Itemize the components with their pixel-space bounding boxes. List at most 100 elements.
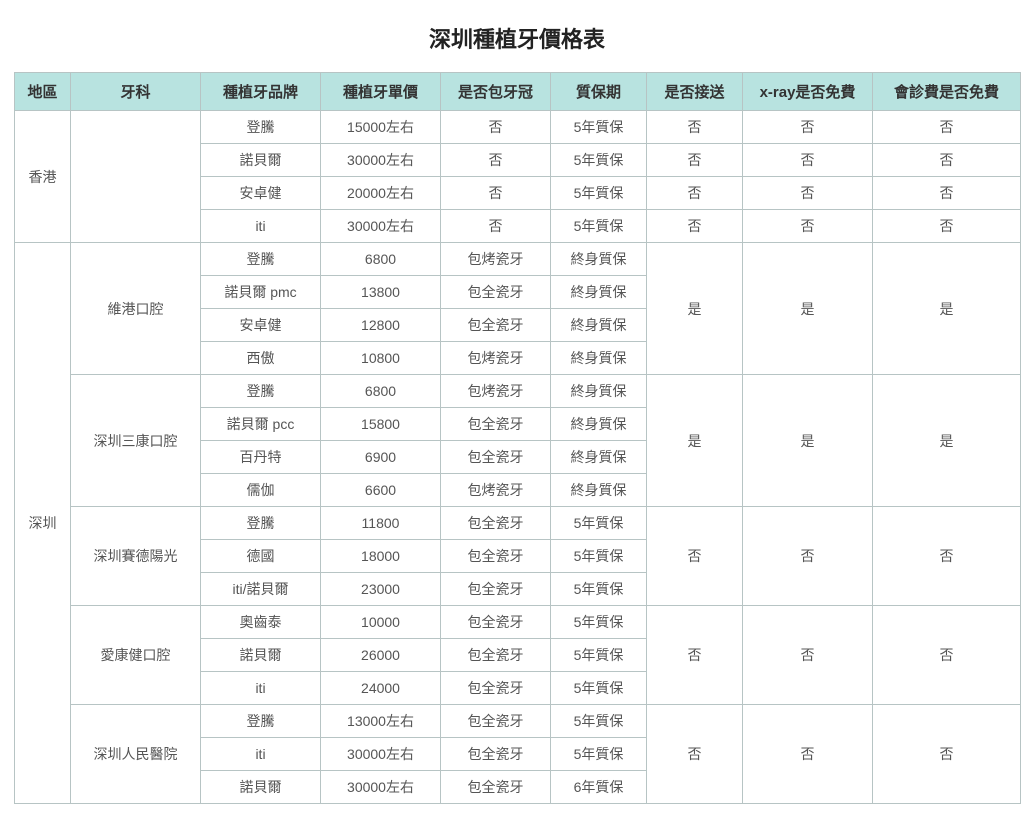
- cell-crown: 否: [441, 177, 551, 210]
- cell-crown: 包烤瓷牙: [441, 474, 551, 507]
- cell-warranty: 5年質保: [551, 111, 647, 144]
- col-header-warranty: 質保期: [551, 73, 647, 111]
- cell-consult: 是: [873, 243, 1021, 375]
- cell-brand: 奧齒泰: [201, 606, 321, 639]
- cell-shuttle: 是: [647, 243, 743, 375]
- cell-brand: 登騰: [201, 111, 321, 144]
- cell-xray: 否: [743, 177, 873, 210]
- cell-brand: 諾貝爾: [201, 771, 321, 804]
- cell-crown: 否: [441, 111, 551, 144]
- cell-crown: 包烤瓷牙: [441, 243, 551, 276]
- cell-region: 香港: [15, 111, 71, 243]
- cell-brand: 諾貝爾: [201, 144, 321, 177]
- col-header-clinic: 牙科: [71, 73, 201, 111]
- cell-price: 15800: [321, 408, 441, 441]
- cell-warranty: 5年質保: [551, 507, 647, 540]
- cell-crown: 包全瓷牙: [441, 276, 551, 309]
- col-header-crown: 是否包牙冠: [441, 73, 551, 111]
- cell-warranty: 6年質保: [551, 771, 647, 804]
- page-title: 深圳種植牙價格表: [14, 22, 1020, 54]
- cell-consult: 否: [873, 177, 1021, 210]
- cell-warranty: 終身質保: [551, 474, 647, 507]
- cell-brand: 安卓健: [201, 309, 321, 342]
- cell-crown: 否: [441, 144, 551, 177]
- cell-clinic: 深圳三康口腔: [71, 375, 201, 507]
- cell-shuttle: 否: [647, 606, 743, 705]
- cell-brand: 百丹特: [201, 441, 321, 474]
- cell-consult: 否: [873, 210, 1021, 243]
- cell-crown: 包全瓷牙: [441, 507, 551, 540]
- table-row: 深圳賽德陽光登騰11800包全瓷牙5年質保否否否: [15, 507, 1021, 540]
- cell-price: 18000: [321, 540, 441, 573]
- cell-shuttle: 否: [647, 144, 743, 177]
- cell-warranty: 5年質保: [551, 573, 647, 606]
- cell-price: 13800: [321, 276, 441, 309]
- col-header-consult: 會診費是否免費: [873, 73, 1021, 111]
- table-row: 深圳三康口腔登騰6800包烤瓷牙終身質保是是是: [15, 375, 1021, 408]
- cell-consult: 否: [873, 144, 1021, 177]
- cell-warranty: 終身質保: [551, 375, 647, 408]
- cell-shuttle: 是: [647, 375, 743, 507]
- cell-consult: 否: [873, 705, 1021, 804]
- cell-warranty: 終身質保: [551, 243, 647, 276]
- cell-crown: 包烤瓷牙: [441, 342, 551, 375]
- cell-warranty: 終身質保: [551, 342, 647, 375]
- cell-brand: 登騰: [201, 507, 321, 540]
- cell-price: 13000左右: [321, 705, 441, 738]
- cell-warranty: 終身質保: [551, 309, 647, 342]
- cell-xray: 是: [743, 375, 873, 507]
- cell-crown: 包全瓷牙: [441, 309, 551, 342]
- cell-clinic: 深圳人民醫院: [71, 705, 201, 804]
- cell-xray: 否: [743, 507, 873, 606]
- col-header-shuttle: 是否接送: [647, 73, 743, 111]
- cell-shuttle: 否: [647, 177, 743, 210]
- cell-warranty: 5年質保: [551, 606, 647, 639]
- cell-crown: 包全瓷牙: [441, 573, 551, 606]
- cell-warranty: 5年質保: [551, 144, 647, 177]
- cell-brand: iti: [201, 210, 321, 243]
- cell-shuttle: 否: [647, 210, 743, 243]
- cell-brand: 安卓健: [201, 177, 321, 210]
- table-row: 深圳維港口腔登騰6800包烤瓷牙終身質保是是是: [15, 243, 1021, 276]
- cell-clinic: 維港口腔: [71, 243, 201, 375]
- cell-shuttle: 否: [647, 705, 743, 804]
- cell-xray: 否: [743, 111, 873, 144]
- cell-crown: 包全瓷牙: [441, 540, 551, 573]
- cell-warranty: 5年質保: [551, 210, 647, 243]
- cell-crown: 包全瓷牙: [441, 639, 551, 672]
- cell-brand: 諾貝爾 pmc: [201, 276, 321, 309]
- cell-consult: 否: [873, 507, 1021, 606]
- cell-clinic: 愛康健口腔: [71, 606, 201, 705]
- cell-xray: 否: [743, 705, 873, 804]
- cell-crown: 包全瓷牙: [441, 705, 551, 738]
- cell-brand: 西傲: [201, 342, 321, 375]
- cell-consult: 否: [873, 111, 1021, 144]
- cell-price: 12800: [321, 309, 441, 342]
- col-header-price: 種植牙單價: [321, 73, 441, 111]
- cell-xray: 否: [743, 606, 873, 705]
- cell-price: 15000左右: [321, 111, 441, 144]
- cell-brand: 登騰: [201, 243, 321, 276]
- cell-price: 10000: [321, 606, 441, 639]
- cell-brand: iti: [201, 738, 321, 771]
- cell-crown: 否: [441, 210, 551, 243]
- col-header-xray: x-ray是否免費: [743, 73, 873, 111]
- cell-brand: iti: [201, 672, 321, 705]
- cell-crown: 包全瓷牙: [441, 606, 551, 639]
- cell-crown: 包全瓷牙: [441, 738, 551, 771]
- cell-crown: 包全瓷牙: [441, 441, 551, 474]
- cell-clinic: 深圳賽德陽光: [71, 507, 201, 606]
- cell-price: 30000左右: [321, 210, 441, 243]
- cell-xray: 是: [743, 243, 873, 375]
- cell-warranty: 終身質保: [551, 441, 647, 474]
- cell-crown: 包全瓷牙: [441, 408, 551, 441]
- cell-warranty: 終身質保: [551, 408, 647, 441]
- cell-consult: 是: [873, 375, 1021, 507]
- cell-price: 6800: [321, 243, 441, 276]
- cell-warranty: 5年質保: [551, 705, 647, 738]
- cell-xray: 否: [743, 144, 873, 177]
- cell-brand: 諾貝爾: [201, 639, 321, 672]
- cell-price: 26000: [321, 639, 441, 672]
- cell-brand: 登騰: [201, 705, 321, 738]
- cell-price: 23000: [321, 573, 441, 606]
